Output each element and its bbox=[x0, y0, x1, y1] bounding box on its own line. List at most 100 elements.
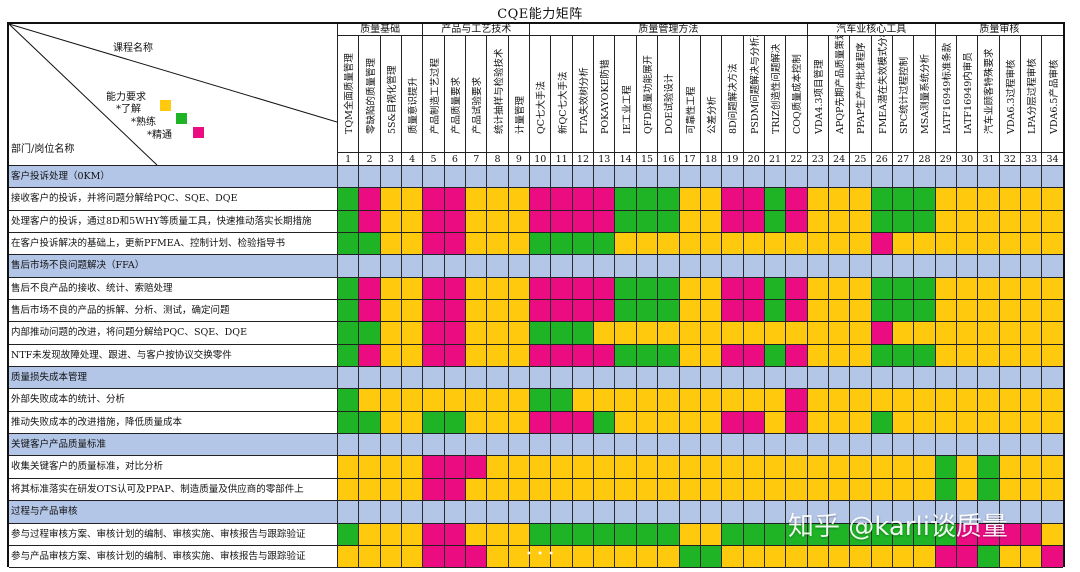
matrix-cell bbox=[1020, 166, 1042, 188]
matrix-cell bbox=[657, 277, 679, 300]
carousel-dots[interactable]: • • • bbox=[526, 549, 556, 560]
matrix-cell bbox=[657, 233, 679, 255]
matrix-cell bbox=[699, 255, 722, 277]
matrix-cell bbox=[550, 545, 572, 568]
matrix-cell bbox=[593, 322, 615, 344]
matrix-cell bbox=[742, 434, 764, 456]
matrix-cell bbox=[507, 389, 530, 411]
course-column-header: VDA6.5产品审核 bbox=[1041, 36, 1062, 152]
matrix-cell bbox=[742, 255, 764, 277]
matrix-cell bbox=[742, 210, 764, 233]
matrix-cell bbox=[507, 277, 530, 300]
matrix-cell bbox=[401, 188, 423, 210]
section-label: 过程与产品审核 bbox=[9, 501, 337, 523]
matrix-cell bbox=[849, 277, 871, 300]
matrix-cell bbox=[891, 545, 914, 568]
matrix-cell bbox=[806, 300, 828, 322]
matrix-cell bbox=[699, 411, 722, 434]
matrix-cell bbox=[635, 411, 658, 434]
matrix-cell bbox=[998, 389, 1020, 411]
matrix-cell bbox=[827, 233, 850, 255]
matrix-cell bbox=[593, 523, 615, 545]
matrix-cell bbox=[529, 322, 551, 344]
matrix-cell bbox=[977, 188, 999, 210]
matrix-cell bbox=[657, 411, 679, 434]
matrix-cell bbox=[337, 478, 359, 501]
matrix-cell bbox=[785, 478, 807, 501]
legend-label-expert: *精通 bbox=[147, 130, 172, 141]
matrix-cell bbox=[785, 411, 807, 434]
matrix-cell bbox=[849, 456, 871, 478]
matrix-cell bbox=[358, 255, 380, 277]
matrix-cell bbox=[742, 277, 764, 300]
table-row: 在客户投诉解决的基础上，更新PFMEA、控制计划、检验指导书 bbox=[9, 233, 1063, 256]
matrix-cell bbox=[806, 411, 828, 434]
capability-matrix-table: 课程名称 能力要求 *了解 *熟练 *精通 部门/岗位名称 质量基础 产品与工艺技… bbox=[7, 22, 1065, 569]
matrix-cell bbox=[870, 411, 892, 434]
matrix-cell bbox=[1041, 188, 1063, 210]
matrix-cell bbox=[998, 233, 1020, 255]
matrix-cell bbox=[465, 478, 487, 501]
matrix-cell bbox=[955, 434, 978, 456]
matrix-cell bbox=[913, 411, 935, 434]
course-column-header: COQ质量成本控制 bbox=[785, 36, 806, 152]
matrix-cell bbox=[678, 367, 700, 389]
matrix-cell bbox=[507, 434, 530, 456]
matrix-cell bbox=[955, 456, 978, 478]
matrix-cell bbox=[913, 188, 935, 210]
matrix-cell bbox=[763, 478, 786, 501]
course-number: 24 bbox=[827, 153, 849, 166]
matrix-cell bbox=[1041, 456, 1063, 478]
matrix-cell bbox=[678, 478, 700, 501]
course-number: 26 bbox=[870, 153, 892, 166]
matrix-cell bbox=[443, 456, 466, 478]
section-row: 质量损失成本管理 bbox=[9, 367, 1063, 390]
matrix-cell bbox=[827, 501, 850, 523]
matrix-cell bbox=[1041, 545, 1063, 568]
matrix-cell bbox=[1020, 233, 1042, 255]
matrix-cell bbox=[379, 411, 402, 434]
matrix-cell bbox=[443, 188, 466, 210]
matrix-cell bbox=[934, 389, 956, 411]
course-name: 质量意识提升 bbox=[408, 76, 420, 134]
matrix-cell bbox=[443, 523, 466, 545]
matrix-cell bbox=[806, 478, 828, 501]
course-number: 25 bbox=[849, 153, 870, 166]
task-label: 内部推动问题的改进，将问题分解给PQC、SQE、DQE bbox=[9, 322, 337, 344]
matrix-cell bbox=[891, 389, 914, 411]
table-row: 接收客户的投诉，并将问题分解给PQC、SQE、DQE bbox=[9, 188, 1063, 211]
matrix-cell bbox=[550, 389, 572, 411]
matrix-cell bbox=[742, 478, 764, 501]
matrix-cell bbox=[763, 300, 786, 322]
course-number: 34 bbox=[1041, 153, 1062, 166]
matrix-cell bbox=[507, 233, 530, 255]
course-name: LPA分层过程审核 bbox=[1027, 58, 1039, 134]
matrix-cell bbox=[934, 344, 956, 367]
matrix-cell bbox=[443, 545, 466, 568]
matrix-cell bbox=[977, 367, 999, 389]
matrix-cell bbox=[614, 389, 636, 411]
matrix-cell bbox=[806, 322, 828, 344]
matrix-cell bbox=[870, 434, 892, 456]
matrix-cell bbox=[571, 255, 594, 277]
matrix-cell bbox=[721, 456, 743, 478]
matrix-cell bbox=[913, 166, 935, 188]
matrix-cell bbox=[913, 255, 935, 277]
matrix-cell bbox=[870, 344, 892, 367]
matrix-cell bbox=[379, 233, 402, 255]
matrix-cell bbox=[443, 344, 466, 367]
matrix-cell bbox=[465, 411, 487, 434]
matrix-cell bbox=[379, 478, 402, 501]
matrix-cell bbox=[763, 210, 786, 233]
course-column-header: LPA分层过程审核 bbox=[1020, 36, 1041, 152]
matrix-cell bbox=[806, 166, 828, 188]
matrix-cell bbox=[763, 389, 786, 411]
matrix-cell bbox=[358, 367, 380, 389]
matrix-cell bbox=[550, 188, 572, 210]
matrix-cell bbox=[891, 478, 914, 501]
matrix-cell bbox=[443, 501, 466, 523]
matrix-cell bbox=[358, 322, 380, 344]
matrix-cell bbox=[1041, 411, 1063, 434]
course-column-header: MSA测量系统分析 bbox=[913, 36, 934, 152]
matrix-cell bbox=[1020, 367, 1042, 389]
